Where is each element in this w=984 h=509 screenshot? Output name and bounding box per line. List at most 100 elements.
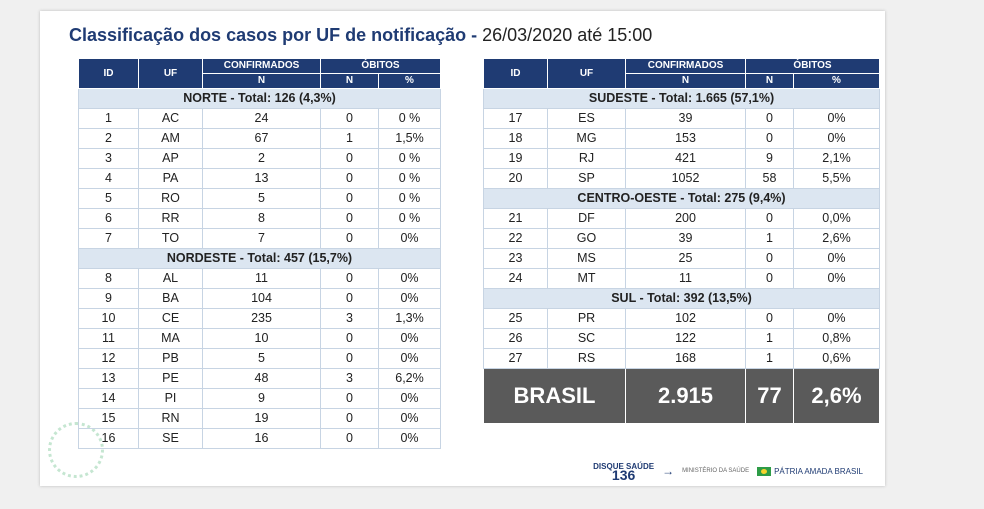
cell-id: 12 [78,348,139,369]
table-row: 5 RO 5 0 0 % [78,188,441,209]
disque-saude-logo: DISQUE SAÚDE 136 [593,462,655,483]
region-header-row: NORTE - Total: 126 (4,3%) [78,88,441,109]
cell-pct: 1,3% [378,308,441,329]
table-row: 18 MG 153 0 0% [483,128,880,149]
cell-obitos: 0 [745,268,794,289]
cell-confirmados: 1052 [625,168,746,189]
cell-pct: 0% [793,268,880,289]
brasil-pct: 2,6% [793,368,880,424]
col-uf: UF [138,58,203,89]
region-label: NORTE - Total: 126 (4,3%) [78,88,441,109]
title-date: 26/03/2020 até 15:00 [482,25,653,45]
cell-pct: 0% [378,288,441,309]
cell-pct: 2,6% [793,228,880,249]
table-row: 15 RN 19 0 0% [78,408,441,429]
col-id: ID [78,58,139,89]
cell-id: 17 [483,108,548,129]
cell-pct: 0% [378,428,441,449]
cell-obitos: 0 [320,168,379,189]
cell-pct: 0% [793,308,880,329]
region-header-row: NORDESTE - Total: 457 (15,7%) [78,248,441,269]
cell-confirmados: 5 [202,188,321,209]
cell-obitos: 0 [320,208,379,229]
col-n: N [745,73,794,89]
col-obitos: ÓBITOS [745,58,880,74]
cell-confirmados: 235 [202,308,321,329]
cell-uf: DF [547,208,626,229]
cell-obitos: 0 [320,228,379,249]
cell-obitos: 0 [745,248,794,269]
cell-uf: PA [138,168,203,189]
cell-obitos: 0 [320,348,379,369]
cell-id: 11 [78,328,139,349]
table-row: 11 MA 10 0 0% [78,328,441,349]
cell-obitos: 0 [320,108,379,129]
cell-uf: TO [138,228,203,249]
cell-confirmados: 10 [202,328,321,349]
cell-obitos: 0 [320,188,379,209]
table-row: 21 DF 200 0 0,0% [483,208,880,229]
cell-obitos: 0 [320,268,379,289]
cell-uf: PR [547,308,626,329]
cell-uf: PI [138,388,203,409]
table-row: 7 TO 7 0 0% [78,228,441,249]
col-confirmados: CONFIRMADOS [202,58,321,74]
cell-uf: RR [138,208,203,229]
table-row: 23 MS 25 0 0% [483,248,880,269]
cell-obitos: 1 [320,128,379,149]
col-obitos: ÓBITOS [320,58,441,74]
cell-uf: AL [138,268,203,289]
cell-pct: 2,1% [793,148,880,169]
title-main: Classificação dos casos por UF de notifi… [69,25,478,45]
cell-confirmados: 168 [625,348,746,369]
cell-pct: 0 % [378,188,441,209]
cell-confirmados: 7 [202,228,321,249]
right-table: ID UF CONFIRMADOS ÓBITOS N N % SUDESTE -… [483,58,880,424]
cell-pct: 0% [793,108,880,129]
cell-id: 24 [483,268,548,289]
cell-confirmados: 25 [625,248,746,269]
cell-id: 19 [483,148,548,169]
col-n: N [320,73,379,89]
cell-uf: CE [138,308,203,329]
cell-obitos: 0 [320,408,379,429]
cell-obitos: 3 [320,368,379,389]
cell-confirmados: 153 [625,128,746,149]
cell-uf: SE [138,428,203,449]
cell-confirmados: 122 [625,328,746,349]
cell-uf: BA [138,288,203,309]
cell-obitos: 1 [745,328,794,349]
cell-id: 26 [483,328,548,349]
cell-uf: SC [547,328,626,349]
cell-confirmados: 2 [202,148,321,169]
cell-pct: 0,8% [793,328,880,349]
brasil-total-row: BRASIL 2.915 77 2,6% [483,368,880,424]
cell-id: 13 [78,368,139,389]
table-row: 9 BA 104 0 0% [78,288,441,309]
cell-obitos: 0 [745,208,794,229]
page-title: Classificação dos casos por UF de notifi… [69,25,652,46]
cell-confirmados: 19 [202,408,321,429]
cell-id: 21 [483,208,548,229]
cell-uf: RJ [547,148,626,169]
cell-pct: 0% [378,268,441,289]
cell-obitos: 0 [320,148,379,169]
cell-confirmados: 67 [202,128,321,149]
cell-id: 6 [78,208,139,229]
col-id: ID [483,58,548,89]
table-row: 22 GO 39 1 2,6% [483,228,880,249]
cell-confirmados: 9 [202,388,321,409]
cell-id: 3 [78,148,139,169]
cell-confirmados: 39 [625,228,746,249]
table-row: 17 ES 39 0 0% [483,108,880,129]
table-row: 24 MT 11 0 0% [483,268,880,289]
cell-id: 8 [78,268,139,289]
cell-confirmados: 5 [202,348,321,369]
cell-id: 2 [78,128,139,149]
cell-confirmados: 102 [625,308,746,329]
cell-id: 1 [78,108,139,129]
cell-obitos: 0 [745,128,794,149]
brasil-confirmados: 2.915 [625,368,746,424]
table-row: 10 CE 235 3 1,3% [78,308,441,329]
cell-confirmados: 48 [202,368,321,389]
